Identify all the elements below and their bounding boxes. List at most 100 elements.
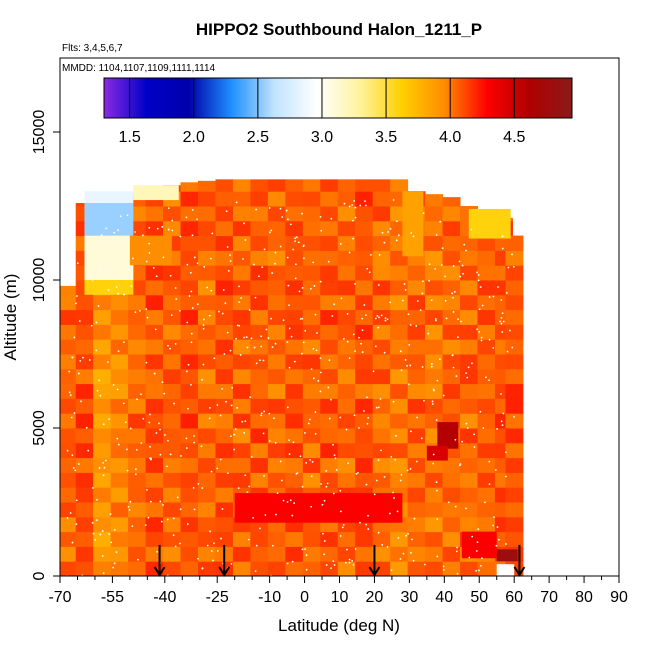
sample-dot	[153, 372, 156, 375]
sample-dot	[135, 448, 138, 451]
sample-dot	[323, 540, 326, 542]
heatmap-cell	[390, 324, 409, 340]
sample-dot	[481, 304, 484, 307]
sample-dot	[374, 345, 377, 348]
sample-dot	[342, 338, 345, 340]
sample-dot	[209, 530, 211, 533]
sample-dot	[436, 489, 438, 492]
heatmap-cell	[442, 383, 461, 399]
heatmap-cell	[477, 265, 496, 281]
heatmap-cell	[425, 194, 444, 207]
sample-dot	[172, 517, 175, 520]
sample-dot	[66, 517, 69, 519]
sample-dot	[488, 483, 491, 486]
sample-dot	[344, 561, 347, 564]
heatmap-cell	[477, 250, 496, 266]
sample-dot	[258, 275, 260, 278]
sample-dot	[496, 526, 499, 528]
sample-dot	[169, 274, 172, 277]
heatmap-cell	[407, 546, 426, 562]
sample-dot	[252, 516, 255, 519]
sample-dot	[335, 469, 338, 471]
heatmap-cell	[180, 235, 199, 251]
sample-dot	[92, 487, 94, 489]
sample-dot	[392, 491, 394, 494]
heatmap-cell	[198, 516, 216, 533]
sample-dot	[96, 498, 98, 501]
sample-dot	[102, 474, 105, 477]
heatmap-cell	[180, 428, 199, 444]
heatmap-cell	[407, 339, 426, 355]
sample-dot	[383, 241, 386, 244]
heatmap-cell	[215, 516, 234, 533]
heatmap-cell	[267, 206, 286, 222]
heatmap-cell	[145, 428, 164, 444]
heatmap-cell	[110, 442, 129, 459]
heatmap-cell	[215, 191, 234, 207]
sample-dot	[159, 500, 162, 503]
sample-dot	[508, 329, 511, 332]
heatmap-cell	[163, 398, 182, 414]
heatmap-cell	[60, 531, 77, 547]
sample-dot	[254, 296, 257, 299]
sample-dot	[501, 331, 504, 333]
sample-dot	[342, 524, 345, 526]
sample-dot	[501, 235, 504, 238]
sample-dot	[237, 487, 240, 490]
heatmap-cell	[442, 206, 461, 222]
sample-dot	[219, 414, 222, 417]
heatmap-cell	[215, 206, 234, 222]
heatmap-cell	[505, 324, 524, 340]
heatmap-cell	[128, 339, 147, 355]
heatmap-cell	[180, 309, 199, 325]
x-tick-label: -25	[206, 589, 229, 606]
sample-dot	[173, 402, 176, 405]
sample-dot	[210, 550, 213, 552]
sample-dot	[169, 347, 171, 350]
sample-dot	[379, 398, 382, 400]
heatmap-cell	[250, 472, 269, 488]
heatmap-cell	[128, 546, 147, 562]
sample-dot	[292, 441, 295, 444]
sample-dot	[470, 228, 473, 231]
heatmap-cell	[93, 502, 112, 518]
sample-dot	[286, 256, 289, 259]
heatmap-anomaly	[437, 422, 459, 449]
sample-dot	[432, 462, 435, 465]
heatmap-anomaly	[84, 235, 134, 280]
heatmap-cell	[407, 413, 426, 429]
sample-dot	[243, 431, 246, 434]
heatmap-cell	[215, 220, 234, 237]
heatmap-cell	[505, 487, 524, 503]
heatmap-cell	[337, 309, 356, 325]
sample-dot	[339, 243, 342, 245]
heatmap-cell	[128, 561, 147, 576]
heatmap-cell	[198, 294, 216, 311]
heatmap-cell	[302, 294, 321, 311]
heatmap-cell	[477, 442, 496, 459]
sample-dot	[268, 207, 271, 209]
chart-title: HIPPO2 Southbound Halon_1211_P	[196, 20, 482, 39]
heatmap-cell	[215, 250, 234, 266]
heatmap-cell	[285, 339, 304, 355]
sample-dot	[238, 324, 241, 327]
sample-dot	[130, 285, 133, 287]
sample-dot	[119, 215, 122, 218]
sample-dot	[92, 532, 95, 535]
sample-dot	[495, 544, 498, 547]
sample-dot	[244, 239, 247, 241]
sample-dot	[479, 286, 482, 288]
sample-dot	[405, 534, 408, 537]
sample-dot	[407, 313, 410, 316]
heatmap-cell	[250, 354, 269, 370]
heatmap-cell	[477, 472, 496, 488]
heatmap-cell	[145, 265, 164, 281]
profile-markers	[153, 544, 526, 577]
sample-dot	[286, 501, 289, 503]
sample-dot	[404, 358, 407, 361]
sample-dot	[505, 475, 507, 478]
sample-dot	[152, 267, 155, 269]
sample-dot	[352, 563, 355, 566]
sample-dot	[286, 218, 289, 221]
sample-dot	[270, 317, 272, 320]
